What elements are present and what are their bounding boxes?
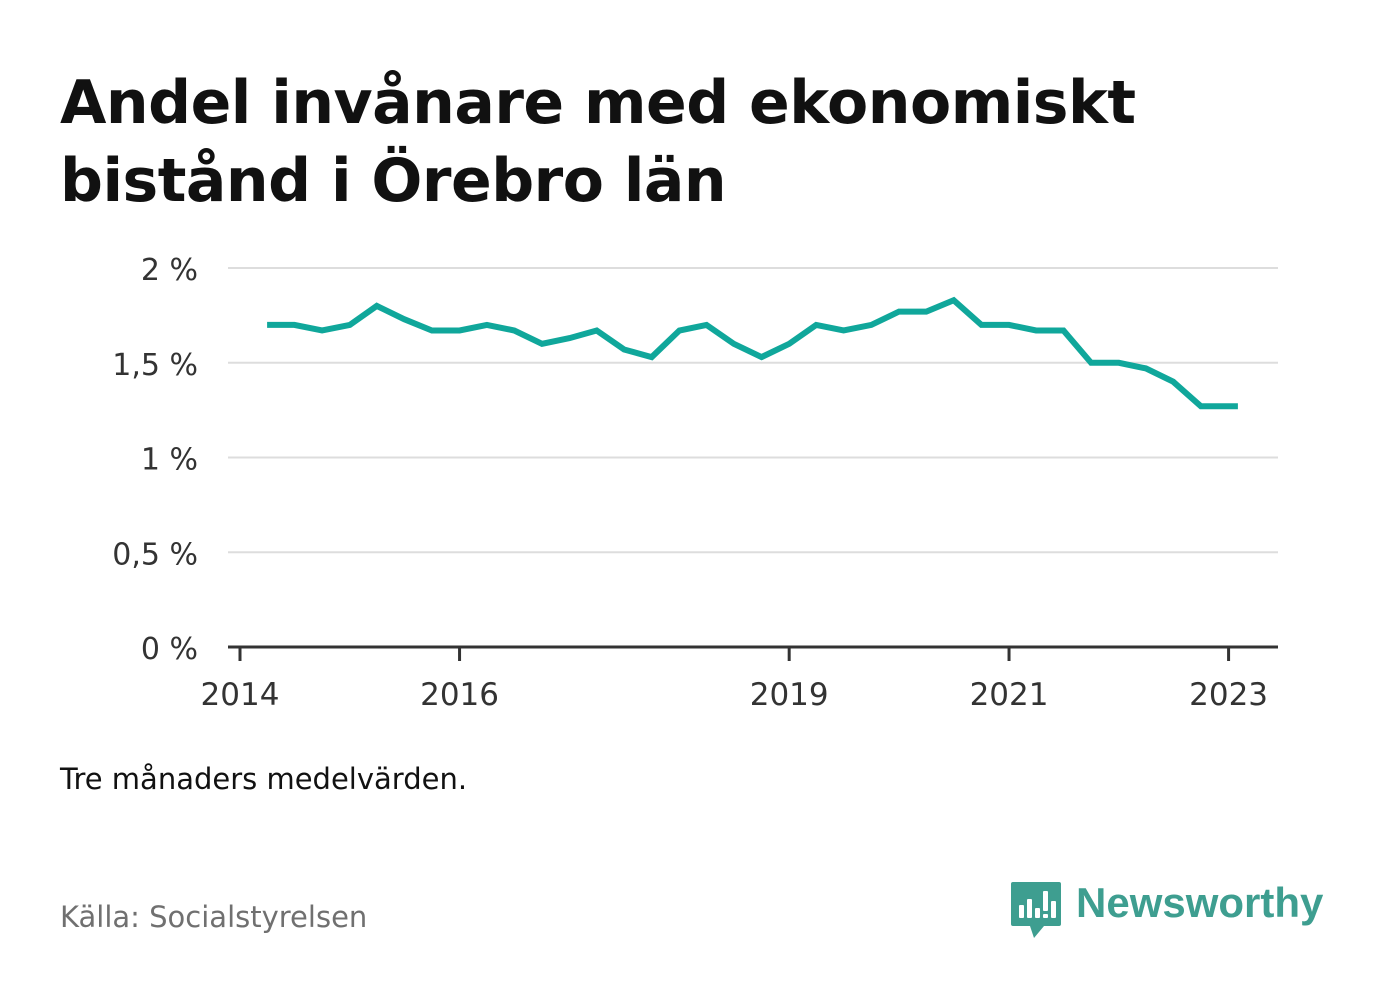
brand-logo-group: Newsworthy — [1010, 876, 1323, 942]
x-tick-label: 2014 — [201, 677, 280, 713]
bar-chart-speech-bubble-icon — [1011, 882, 1061, 938]
series-line — [267, 296, 1238, 410]
y-tick-label: 1,5 % — [112, 348, 198, 383]
x-tick-label: 2016 — [420, 677, 499, 713]
x-tick-label: 2023 — [1189, 677, 1268, 713]
source-credit: Källa: Socialstyrelsen — [60, 900, 368, 934]
brand-name: Newsworthy — [1076, 879, 1324, 926]
chart-note: Tre månaders medelvärden. — [60, 762, 468, 796]
line-chart: 0 % 0,5 % 1 % 1,5 % 2 % 2014 2016 2019 2021 2023 — [112, 253, 1278, 713]
y-tick-label: 0 % — [141, 632, 198, 667]
y-tick-label: 2 % — [141, 253, 198, 288]
y-axis-labels: 0 % 0,5 % 1 % 1,5 % 2 % — [112, 253, 198, 667]
y-tick-label: 0,5 % — [112, 537, 198, 572]
series-layer — [267, 296, 1238, 410]
chart-area: 0 % 0,5 % 1 % 1,5 % 2 % 2014 2016 2019 2021 2023 — [112, 253, 1278, 713]
x-axis — [228, 645, 1278, 661]
x-axis-labels: 2014 2016 2019 2021 2023 — [201, 677, 1268, 713]
y-tick-label: 1 % — [141, 443, 198, 478]
x-tick-label: 2019 — [750, 677, 829, 713]
chart-title: Andel invånare med ekonomiskt bistånd i … — [60, 68, 1136, 216]
x-tick-label: 2021 — [970, 677, 1049, 713]
